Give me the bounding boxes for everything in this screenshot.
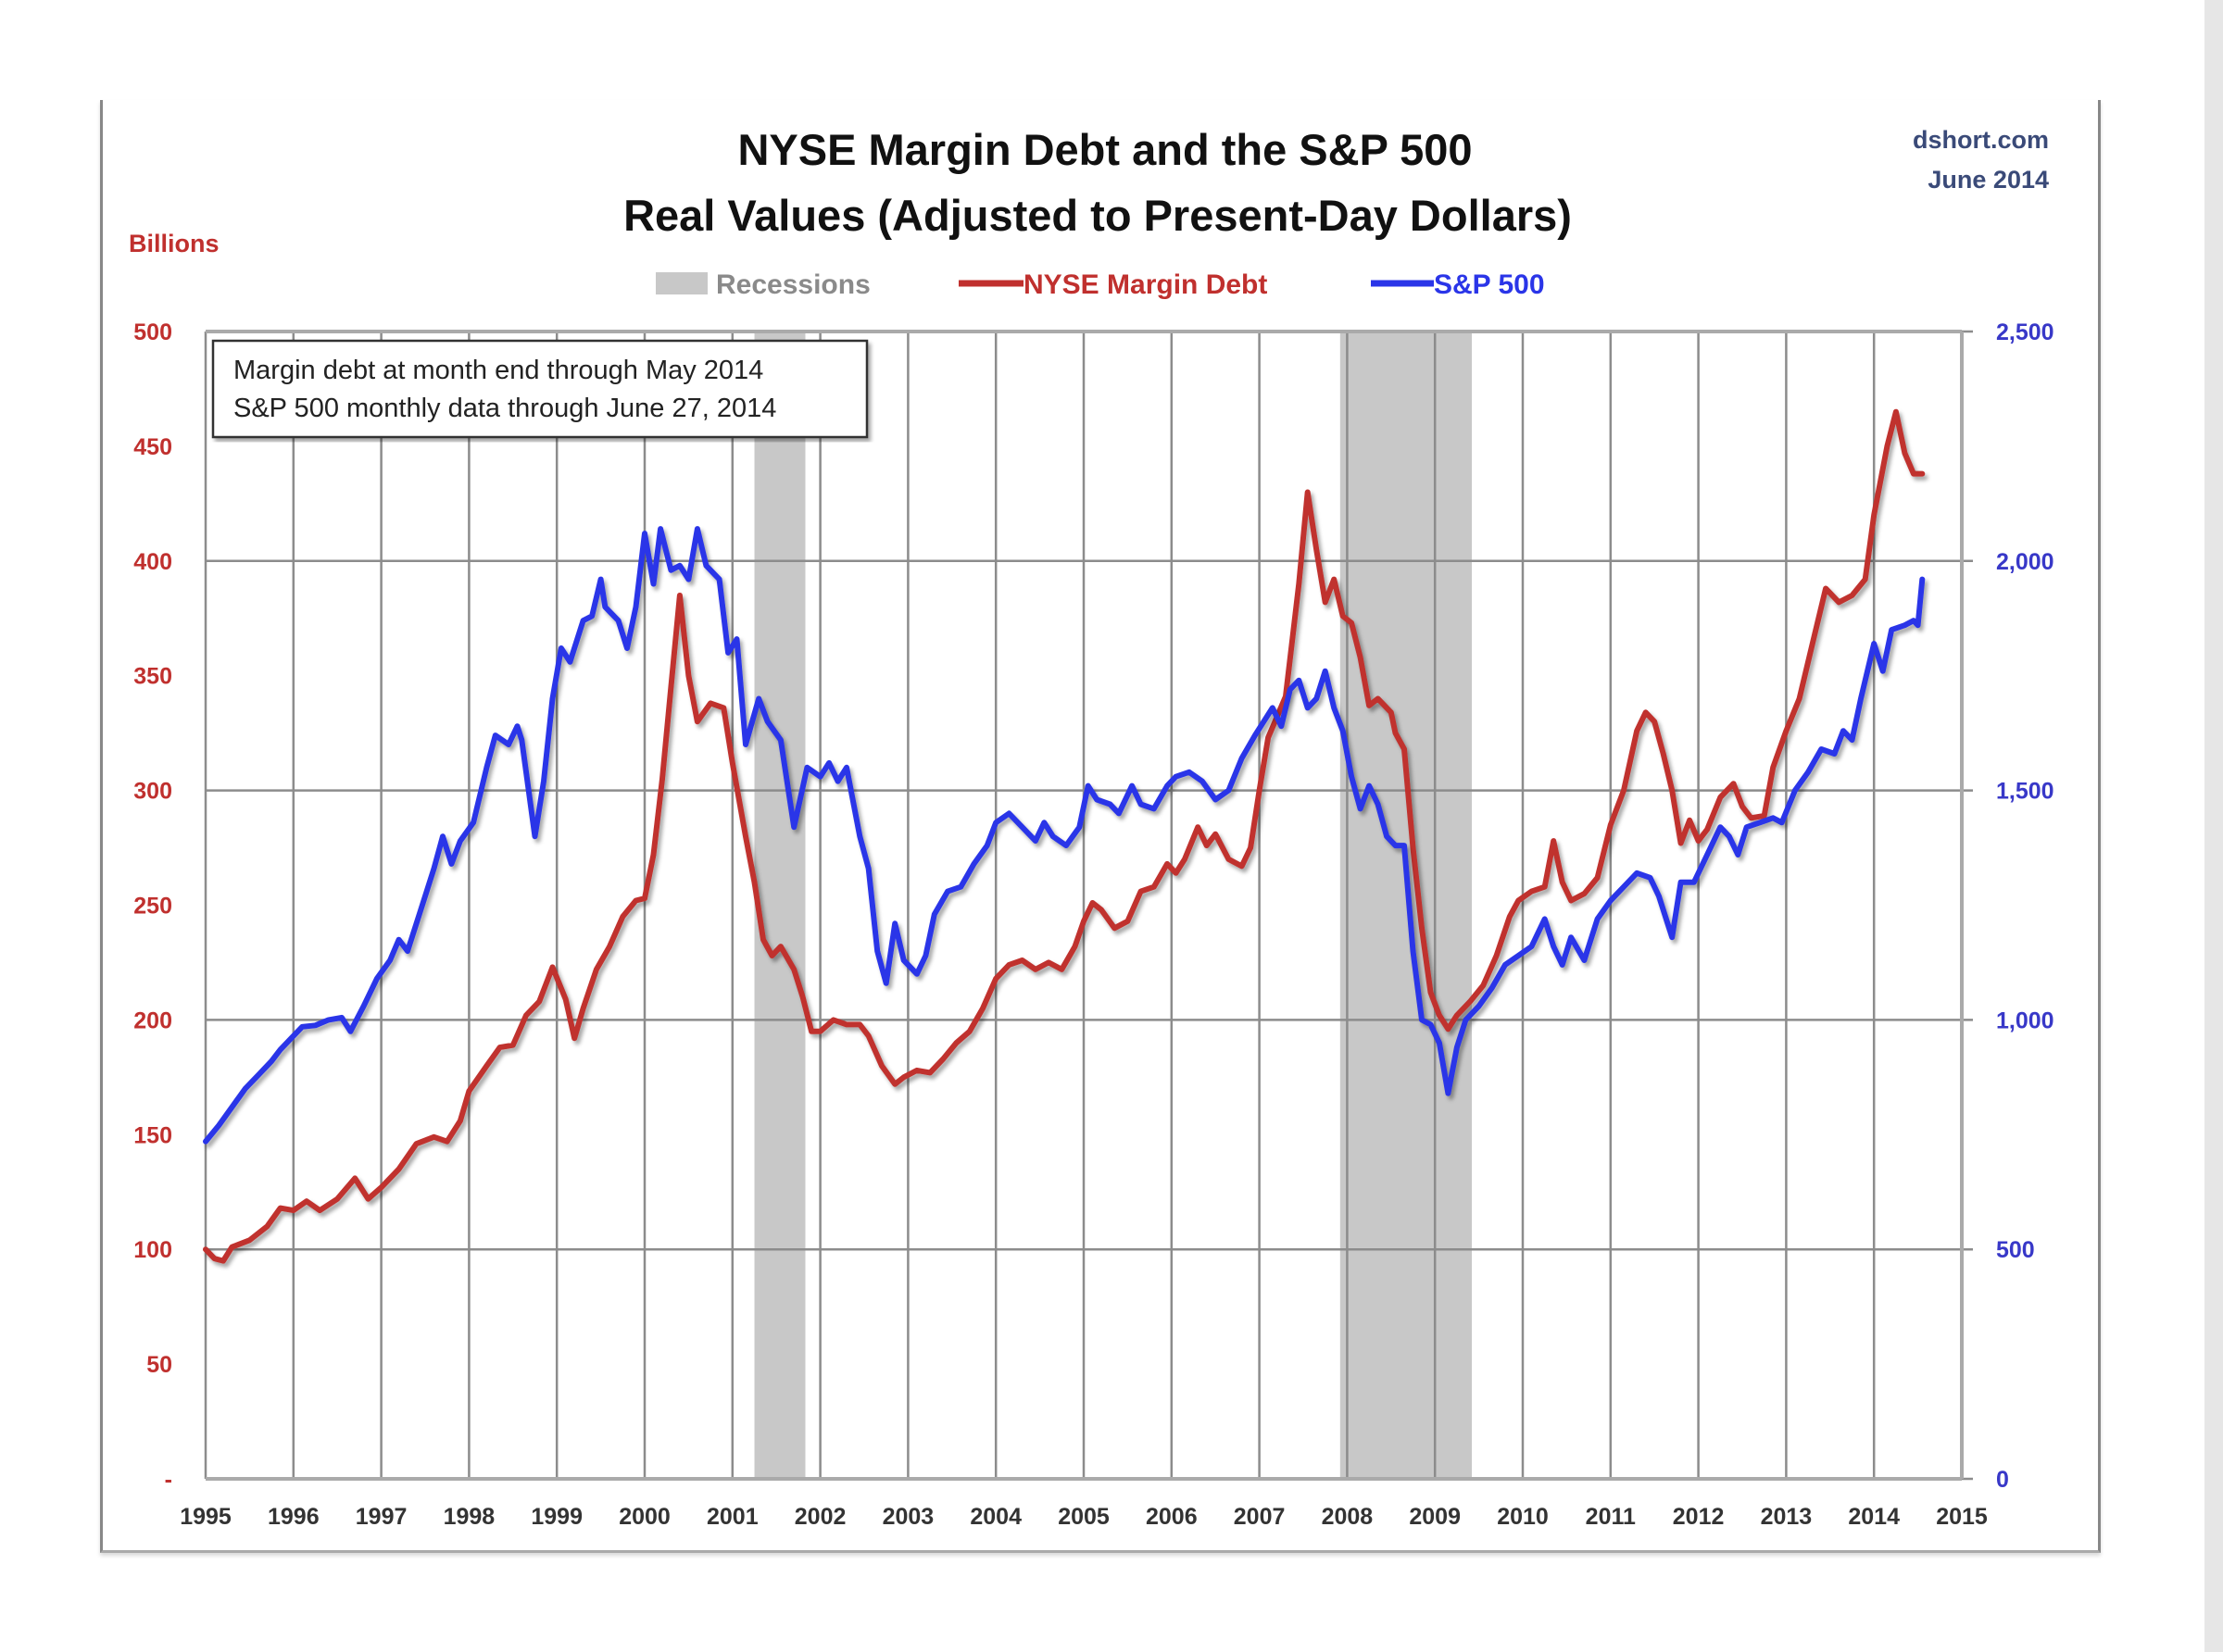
credit-date: June 2014 [1928, 166, 2049, 194]
chart-frame [100, 100, 2101, 1553]
left-tick-label: 200 [133, 1007, 172, 1033]
left-tick-label: 350 [133, 664, 172, 690]
legend-label-margin-debt: NYSE Margin Debt [1024, 269, 1267, 300]
series-line-nyse-margin-debt [203, 408, 1926, 1264]
left-tick-label: 500 [133, 319, 172, 345]
right-tick-label: 1,500 [1996, 779, 2054, 805]
x-tick-label: 2008 [1322, 1504, 1374, 1530]
left-tick-label: 250 [133, 894, 172, 920]
left-tick-label: 50 [146, 1352, 172, 1378]
chart-subtitle: Real Values (Adjusted to Present-Day Dol… [623, 191, 1572, 240]
x-tick-label: 1998 [444, 1504, 496, 1530]
x-axis-ticks: 1995 1996 1997 1998 1999 2000 2001 2002 2003 2004… [180, 1504, 1988, 1530]
x-tick-label: 2005 [1058, 1504, 1110, 1530]
x-tick-label: 2010 [1497, 1504, 1549, 1530]
x-tick-label: 2011 [1586, 1504, 1636, 1530]
recession-band [754, 332, 806, 1479]
left-axis-ticks: - 50 100 150 200 250 300 350 400 450 500 [133, 319, 172, 1493]
x-tick-label: 2001 [707, 1504, 759, 1530]
x-tick-label: 2007 [1234, 1504, 1286, 1530]
legend-label-sp500: S&P 500 [1434, 269, 1545, 300]
x-tick-label: 2015 [1936, 1504, 1988, 1530]
legend: Recessions NYSE Margin Debt S&P 500 [656, 269, 1545, 300]
x-tick-label: 2009 [1409, 1504, 1461, 1530]
annotation-box: Margin debt at month end through May 201… [211, 339, 869, 439]
gridlines [204, 330, 1973, 1481]
left-axis-label: Billions [129, 230, 220, 257]
x-tick-label: 1999 [531, 1504, 583, 1530]
x-tick-label: 2004 [970, 1504, 1022, 1530]
x-tick-label: 1997 [356, 1504, 408, 1530]
x-tick-label: 2014 [1848, 1504, 1900, 1530]
recession-band [1339, 332, 1473, 1479]
x-tick-label: 2013 [1761, 1504, 1813, 1530]
left-tick-label: 450 [133, 434, 172, 460]
right-tick-label: 1,000 [1996, 1007, 2054, 1033]
x-tick-label: 1995 [180, 1504, 232, 1530]
left-tick-label: 400 [133, 549, 172, 575]
left-tick-label: 150 [133, 1122, 172, 1148]
right-tick-label: 0 [1996, 1467, 2009, 1493]
x-tick-label: 2006 [1146, 1504, 1198, 1530]
right-tick-label: 2,500 [1996, 319, 2054, 345]
x-tick-label: 1996 [268, 1504, 320, 1530]
x-tick-label: 2012 [1673, 1504, 1725, 1530]
x-tick-label: 2003 [883, 1504, 935, 1530]
annotation-line-1: Margin debt at month end through May 201… [233, 356, 763, 385]
recession-bands [754, 332, 1473, 1479]
annotation-line-2: S&P 500 monthly data through June 27, 20… [233, 394, 776, 423]
x-tick-label: 2000 [619, 1504, 671, 1530]
series-lines [203, 408, 1926, 1264]
chart-title: NYSE Margin Debt and the S&P 500 [737, 125, 1472, 174]
left-tick-label: 100 [133, 1237, 172, 1263]
page-edge [2204, 0, 2223, 1652]
right-axis-ticks: 0 500 1,000 1,500 2,000 2,500 [1996, 319, 2054, 1493]
series-line-s-p-500 [203, 526, 1926, 1145]
legend-label-recessions: Recessions [716, 269, 871, 300]
right-tick-label: 500 [1996, 1237, 2035, 1263]
legend-swatch-recessions [656, 272, 708, 294]
credit-site: dshort.com [1913, 126, 2049, 154]
x-tick-label: 2002 [795, 1504, 847, 1530]
left-tick-label: - [165, 1467, 172, 1493]
right-tick-label: 2,000 [1996, 549, 2054, 575]
left-tick-label: 300 [133, 779, 172, 805]
